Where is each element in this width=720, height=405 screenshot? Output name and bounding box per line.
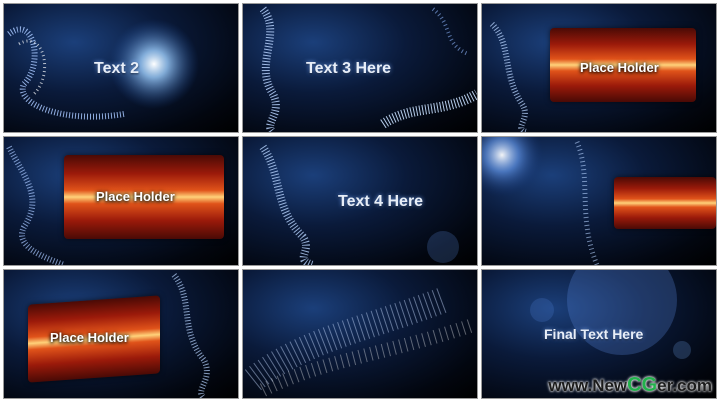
particle-wave-graphic [7,19,199,120]
placeholder-banner [550,28,696,102]
frame-caption: Text 2 [94,60,140,77]
frame-1: Text 2 [4,4,238,132]
watermark-part4: er [657,376,673,395]
placeholder-banner [64,155,224,239]
frame-4: Place Holder [4,137,238,265]
frame-7: Place Holder [4,270,238,398]
particle-wave-graphic [482,137,600,265]
frame-caption: Text 3 Here [306,60,392,77]
bokeh-graphic [530,270,691,359]
frame-caption: Text 4 Here [338,193,424,210]
placeholder-banner [614,177,716,229]
banner-caption: Place Holder [580,60,659,75]
frame-2: Text 3 Here [243,4,477,132]
watermark-part1: New [592,376,628,395]
watermark-suffix: .com [672,376,712,395]
site-watermark: www.NewCGer.com [548,374,712,397]
watermark-part3: G [641,374,658,396]
watermark-prefix: www. [548,376,593,395]
particle-wave-graphic [259,6,477,132]
frame-caption: Final Text Here [544,326,644,342]
frame-6 [482,137,716,265]
particle-field-graphic [244,287,476,397]
frame-5: Text 4 Here [243,137,477,265]
banner-caption: Place Holder [96,189,175,204]
frame-8 [243,270,477,398]
banner-caption: Place Holder [50,330,129,345]
frame-9: Final Text Here [482,270,716,398]
particle-wave-graphic [6,145,66,265]
frame-3: Place Holder [482,4,716,132]
particle-wave-graphic [259,144,459,265]
watermark-part2: C [627,374,642,396]
particle-wave-graphic [489,21,528,132]
